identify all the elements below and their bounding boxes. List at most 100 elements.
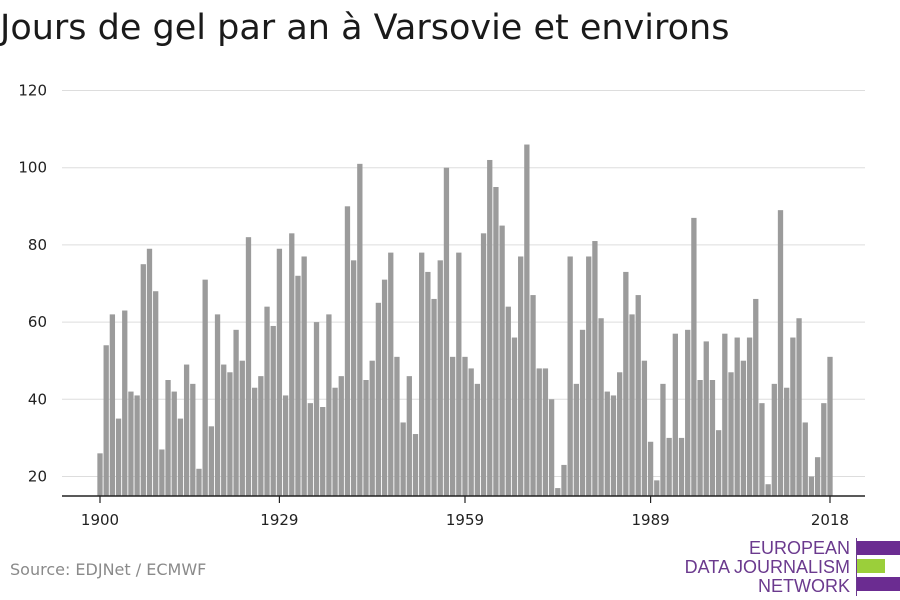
bar-1963 (487, 159, 493, 497)
bar-1937 (326, 314, 332, 496)
bar-1904 (122, 310, 128, 496)
bar-1988 (641, 360, 648, 496)
bar-1983 (610, 395, 617, 496)
bar-1902 (109, 314, 116, 496)
bar-1929 (276, 248, 283, 496)
bar-1945 (375, 302, 382, 496)
bar-1934 (307, 403, 313, 496)
bar-1969 (524, 144, 530, 497)
edjnet-logo: EUROPEAN DATA JOURNALISM NETWORK (685, 538, 900, 596)
bar-1973 (548, 399, 555, 496)
bar-2015 (808, 476, 815, 496)
bar-2005 (746, 337, 753, 496)
x-tick-label: 2018 (811, 511, 849, 529)
bar-1919 (214, 314, 221, 496)
bar-2013 (796, 318, 802, 496)
bar-1940 (344, 206, 351, 497)
y-tick-label: 20 (28, 468, 47, 486)
bar-1964 (493, 187, 499, 496)
logo-bar-purple-top (857, 541, 900, 555)
bar-2017 (821, 403, 827, 496)
bar-1946 (381, 279, 388, 496)
bar-1966 (505, 306, 511, 496)
bar-1981 (598, 318, 604, 496)
bar-1901 (103, 345, 109, 496)
y-tick-label: 40 (28, 390, 47, 408)
bar-1967 (511, 337, 518, 496)
bar-1917 (202, 279, 208, 496)
bar-1984 (617, 372, 623, 496)
bar-1962 (480, 233, 487, 496)
bar-1987 (635, 295, 641, 496)
y-tick-label: 100 (18, 159, 47, 177)
bar-1918 (208, 426, 215, 496)
bar-1991 (660, 383, 666, 496)
bar-1958 (456, 252, 462, 496)
bar-1979 (586, 256, 592, 496)
bar-1971 (536, 368, 542, 496)
bar-1976 (567, 256, 573, 496)
bar-1908 (146, 248, 153, 496)
logo-divider (856, 538, 857, 596)
bar-1931 (289, 233, 295, 496)
bar-2007 (759, 403, 765, 496)
x-tick-label: 1929 (260, 511, 298, 529)
y-tick-label: 120 (18, 82, 47, 100)
bar-1972 (542, 368, 549, 496)
bar-2008 (765, 484, 771, 496)
logo-bar-purple-bottom (857, 577, 900, 591)
bar-1956 (443, 167, 450, 496)
bar-1970 (530, 295, 536, 496)
bar-1914 (183, 364, 190, 496)
bar-2002 (728, 372, 734, 496)
bar-1994 (678, 437, 685, 496)
bar-2004 (740, 360, 747, 496)
bar-1959 (462, 356, 468, 496)
bar-2009 (771, 383, 777, 496)
chart-title: Jours de gel par an à Varsovie et enviro… (0, 8, 730, 48)
bar-1989 (647, 441, 654, 496)
bar-1913 (177, 418, 184, 496)
bar-1910 (159, 449, 165, 496)
bar-1921 (227, 372, 233, 496)
bar-1928 (270, 325, 276, 496)
bar-1993 (672, 333, 678, 496)
bar-1912 (171, 391, 177, 496)
bar-2003 (734, 337, 740, 496)
bar-1952 (419, 252, 425, 496)
bar-1995 (685, 329, 691, 496)
x-tick-label: 1959 (446, 511, 484, 529)
bar-1999 (709, 380, 716, 496)
bar-1920 (221, 364, 227, 496)
bar-1980 (592, 241, 598, 496)
bar-1986 (629, 314, 635, 496)
bar-1924 (245, 237, 252, 496)
bar-2010 (777, 210, 784, 496)
y-tick-label: 60 (28, 313, 47, 331)
bar-1985 (623, 271, 629, 496)
bar-1948 (394, 356, 400, 496)
bar-1974 (555, 488, 561, 496)
bar-1961 (474, 383, 481, 496)
bar-1953 (425, 271, 431, 496)
y-axis: 20 40 60 80 100 120 (18, 82, 47, 486)
y-tick-label: 80 (28, 236, 47, 254)
bar-1942 (357, 163, 363, 496)
bar-1996 (691, 217, 697, 496)
bar-1968 (518, 256, 524, 496)
bar-2012 (790, 337, 796, 496)
bar-1925 (252, 387, 258, 496)
logo-line-1: EUROPEAN (748, 538, 850, 558)
bar-1938 (332, 387, 338, 496)
bar-1992 (666, 437, 672, 496)
bar-1909 (153, 291, 159, 496)
bar-1997 (697, 380, 703, 496)
logo-line-2: DATA JOURNALISM (684, 557, 850, 577)
bar-2014 (802, 422, 808, 496)
bar-1951 (412, 434, 419, 496)
bar-2016 (814, 457, 821, 496)
bar-1935 (313, 322, 320, 496)
bar-1944 (369, 360, 375, 496)
bar-1906 (134, 395, 140, 496)
bar-1960 (468, 368, 474, 496)
